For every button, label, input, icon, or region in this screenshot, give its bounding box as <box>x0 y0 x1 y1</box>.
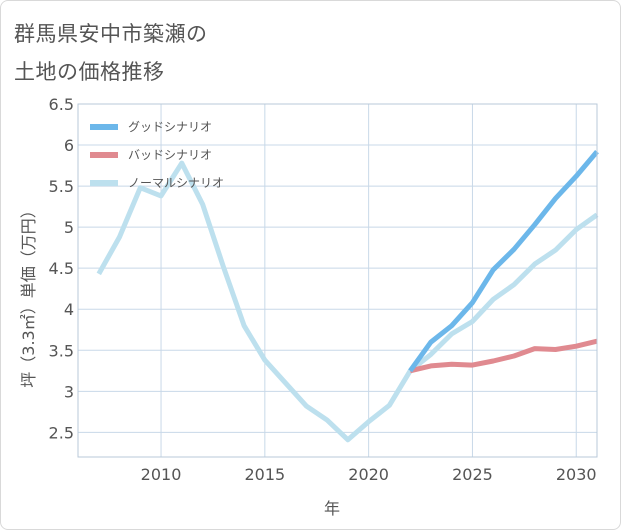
legend-label-0: グッドシナリオ <box>128 120 212 134</box>
x-tick-label: 2020 <box>348 465 389 484</box>
chart-title-line-2: 土地の価格推移 <box>14 60 165 84</box>
grid-lines <box>78 103 597 457</box>
chart-title-line-1: 群馬県安中市築瀬の <box>14 22 208 46</box>
series-line-0 <box>408 149 599 373</box>
y-tick-label: 4.5 <box>49 259 74 278</box>
x-tick-label: 2030 <box>556 465 597 484</box>
series-lines <box>96 149 599 443</box>
plot-area <box>78 104 597 457</box>
plot-border <box>77 103 598 458</box>
y-tick-label: 3 <box>64 382 74 401</box>
y-tick-label: 2.5 <box>49 423 74 442</box>
series-line-1 <box>409 338 598 374</box>
y-tick-label: 4 <box>64 300 74 319</box>
y-tick-label: 6.5 <box>49 95 74 114</box>
x-axis-label: 年 <box>324 499 340 518</box>
x-tick-label: 2025 <box>452 465 493 484</box>
x-tick-label: 2010 <box>141 465 182 484</box>
y-tick-label: 3.5 <box>49 341 74 360</box>
legend-label-2: ノーマルシナリオ <box>128 176 224 190</box>
y-axis-label: 坪（3.3㎡）単価（万円） <box>19 202 38 387</box>
series-line-2 <box>96 160 599 443</box>
x-tick-label: 2015 <box>244 465 285 484</box>
y-tick-label: 5.5 <box>49 177 74 196</box>
y-tick-label: 6 <box>64 136 74 155</box>
axes: 2.5 3 3.5 4 4.5 5 5.5 6 6.5 2010 2015 2020 2025 2030 <box>49 95 598 484</box>
legend-label-1: バッドシナリオ <box>128 148 212 162</box>
y-tick-label: 5 <box>64 218 74 237</box>
